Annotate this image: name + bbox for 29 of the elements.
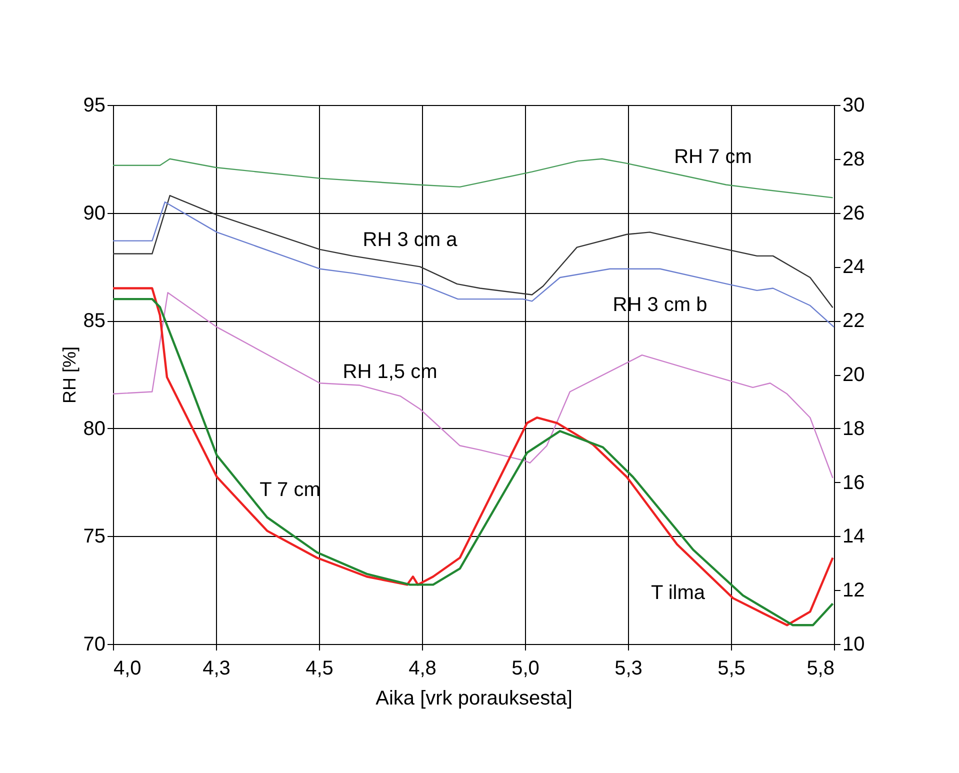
y2-tick-label: 16 bbox=[842, 472, 865, 494]
y2-tick-label: 14 bbox=[842, 526, 865, 548]
y-tick-label: 70 bbox=[83, 634, 106, 656]
x-axis-title: Aika [vrk porauksesta] bbox=[376, 688, 572, 710]
x-tick-label: 4,5 bbox=[306, 658, 334, 680]
x-tick-label: 4,3 bbox=[202, 658, 230, 680]
y-tick-label: 80 bbox=[83, 418, 106, 440]
y2-tick-label: 28 bbox=[842, 148, 865, 170]
y-tick-label: 90 bbox=[83, 202, 106, 224]
x-tick-label: 5,3 bbox=[614, 658, 642, 680]
y2-tick-label: 10 bbox=[842, 634, 865, 656]
y2-tick-label: 20 bbox=[842, 364, 865, 386]
y2-tick-label: 26 bbox=[842, 202, 865, 224]
y-tick-label: 75 bbox=[83, 526, 106, 548]
x-tick-label: 5,5 bbox=[718, 658, 746, 680]
y-tick-label: 85 bbox=[83, 310, 106, 332]
x-tick-label: 4,0 bbox=[114, 658, 142, 680]
y-tick-label: 95 bbox=[83, 94, 106, 116]
series-label: T 7 cm bbox=[260, 479, 320, 501]
y2-tick-label: 18 bbox=[842, 418, 865, 440]
series-label: T ilma bbox=[650, 582, 706, 604]
y2-tick-label: 30 bbox=[842, 94, 865, 116]
y-axis-title: RH [%] bbox=[59, 346, 80, 404]
x-tick-label: 5,8 bbox=[806, 658, 834, 680]
x-tick-label: 5,0 bbox=[512, 658, 540, 680]
y2-tick-label: 22 bbox=[842, 310, 865, 332]
y2-tick-label: 12 bbox=[842, 580, 865, 602]
y2-tick-label: 24 bbox=[842, 256, 865, 278]
x-tick-label: 4,8 bbox=[408, 658, 436, 680]
